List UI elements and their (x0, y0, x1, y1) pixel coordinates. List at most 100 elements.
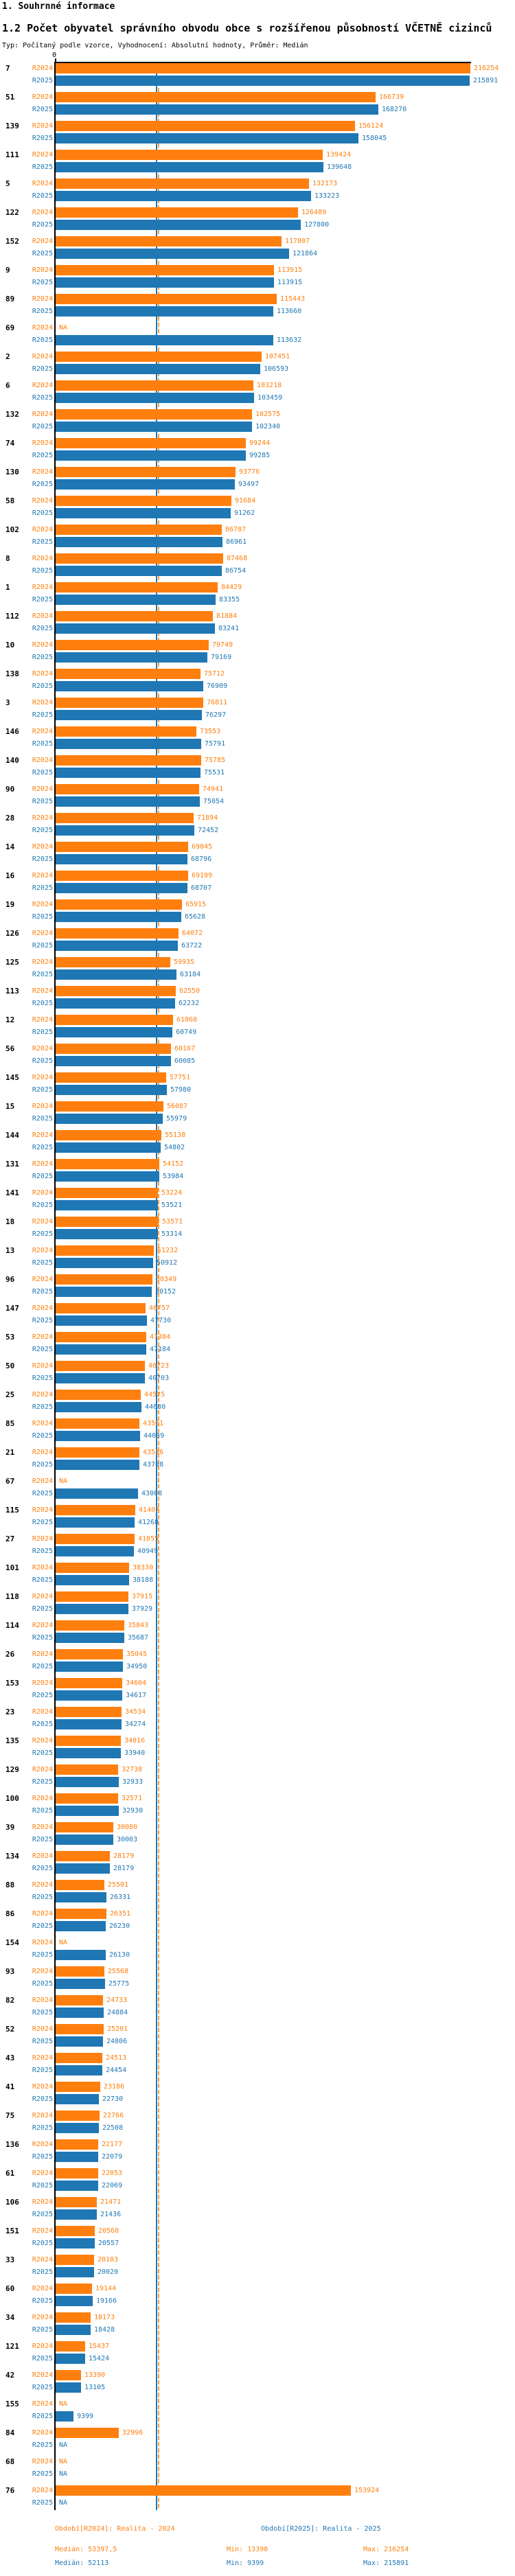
chart-row-group: 6 R2024 103218 R2025 103459 (0, 380, 515, 404)
bar-r2024 (56, 1245, 154, 1256)
chart-row-group: 25 R2024 44525 R2025 44680 (0, 1390, 515, 1413)
bar-r2024 (56, 352, 262, 362)
bar-line-r2024: R2024 20103 (0, 2255, 515, 2265)
bar-line-r2024: R2024 21471 (0, 2197, 515, 2207)
row-id-label: 14 (5, 842, 15, 851)
bar-line-r2025: R2025 26230 (0, 1921, 515, 1931)
bar-line-r2024: R2024 44525 (0, 1390, 515, 1400)
series-label-r2025: R2025 (32, 1778, 53, 1786)
bar-line-r2025: R2025 46703 (0, 1373, 515, 1383)
chart-row-group: 10 R2024 79749 R2025 79169 (0, 640, 515, 663)
row-id-label: 132 (5, 410, 19, 419)
row-id-label: 86 (5, 1909, 15, 1918)
series-label-r2025: R2025 (32, 1173, 53, 1180)
value-label: 93497 (238, 481, 260, 488)
bar-r2025 (56, 2181, 98, 2191)
series-label-r2024: R2024 (32, 1218, 53, 1226)
bar-line-r2025: R2025 75791 (0, 739, 515, 749)
bar-r2024 (56, 755, 201, 766)
bar-line-r2025: R2025 75054 (0, 796, 515, 807)
bar-line-r2025: R2025 60085 (0, 1056, 515, 1066)
chart-row-group: 60 R2024 19144 R2025 19166 (0, 2284, 515, 2307)
series-label-r2024: R2024 (32, 1997, 53, 2004)
bar-line-r2025: R2025 68796 (0, 854, 515, 864)
series-label-r2024: R2024 (32, 1103, 53, 1110)
row-id-label: 67 (5, 1477, 15, 1486)
bar-line-r2024: R2024 22766 (0, 2111, 515, 2121)
bar-r2025 (56, 1806, 119, 1816)
row-id-label: 21 (5, 1448, 15, 1457)
row-id-label: 82 (5, 1996, 15, 2005)
value-label: 24884 (107, 2009, 128, 2016)
bar-r2025 (56, 2238, 95, 2249)
bar-r2025 (56, 422, 252, 432)
bar-line-r2024: R2024 18173 (0, 2312, 515, 2323)
series-label-r2024: R2024 (32, 2371, 53, 2379)
value-label: 72452 (198, 827, 219, 834)
series-label-r2024: R2024 (32, 439, 53, 447)
value-label: 28179 (113, 1852, 135, 1860)
bar-line-r2024: R2024 32996 (0, 2428, 515, 2438)
bar-r2024 (56, 1217, 159, 1227)
bar-line-r2025: R2025 15424 (0, 2354, 515, 2364)
series-label-r2024: R2024 (32, 814, 53, 822)
series-label-r2024: R2024 (32, 872, 53, 879)
bar-r2024 (56, 1880, 104, 1890)
value-label: 20560 (98, 2227, 119, 2235)
chart-row-group: 126 R2024 64072 R2025 63722 (0, 928, 515, 952)
bar-line-r2024: R2024 126489 (0, 207, 515, 218)
row-id-label: 50 (5, 1361, 15, 1370)
series-label-r2025: R2025 (32, 1605, 53, 1613)
bar-r2025 (56, 1142, 161, 1153)
bar-r2025 (56, 1402, 141, 1412)
value-label: 26230 (109, 1922, 130, 1930)
bar-line-r2025: R2025 34950 (0, 1661, 515, 1672)
series-label-r2024: R2024 (32, 65, 53, 72)
chart-row-group: 19 R2024 65915 R2025 65628 (0, 899, 515, 923)
value-label: 53521 (161, 1201, 183, 1209)
series-label-r2024: R2024 (32, 238, 53, 245)
series-label-r2024: R2024 (32, 1045, 53, 1053)
bar-line-r2024: R2024 35843 (0, 1620, 515, 1631)
bar-line-r2025: R2025 24884 (0, 2008, 515, 2018)
series-label-r2025: R2025 (32, 1663, 53, 1670)
value-label: 76297 (205, 711, 227, 719)
bar-r2025 (56, 76, 470, 86)
row-id-label: 5 (5, 179, 10, 188)
value-label: 86754 (225, 567, 247, 575)
chart-row-group: 154 R2024 NA R2025 26130 (0, 1937, 515, 1961)
chart-row-group: 138 R2024 75712 R2025 76909 (0, 669, 515, 692)
row-id-label: 27 (5, 1534, 15, 1543)
bar-r2025 (56, 1287, 152, 1297)
row-id-label: 155 (5, 2400, 19, 2408)
series-label-r2024: R2024 (32, 958, 53, 966)
value-label: 103218 (257, 382, 282, 389)
series-label-r2024: R2024 (32, 930, 53, 937)
bar-r2024 (56, 2168, 98, 2178)
row-id-label: 140 (5, 756, 19, 765)
value-label: 43008 (141, 1490, 163, 1497)
bar-line-r2025: R2025 37929 (0, 1604, 515, 1614)
row-id-label: 146 (5, 727, 19, 736)
value-label: 79169 (211, 654, 232, 661)
bar-r2025 (56, 2354, 85, 2364)
series-label-r2025: R2025 (32, 1951, 53, 1959)
bar-r2024 (56, 1851, 110, 1861)
value-label: 59935 (174, 958, 195, 966)
chart-row-group: 115 R2024 41407 R2025 41268 (0, 1505, 515, 1528)
value-label: 21471 (100, 2198, 122, 2206)
series-label-r2024: R2024 (32, 2285, 53, 2292)
bar-line-r2024: R2024 25201 (0, 2024, 515, 2034)
series-label-r2024: R2024 (32, 2487, 53, 2494)
value-label: 43561 (143, 1420, 164, 1427)
row-id-label: 2 (5, 352, 10, 361)
bar-r2024 (56, 784, 199, 794)
bar-line-r2024: R2024 25568 (0, 1966, 515, 1977)
series-label-r2025: R2025 (32, 1922, 53, 1930)
bar-r2025 (56, 450, 246, 461)
chart-row-group: 28 R2024 71894 R2025 72452 (0, 813, 515, 836)
series-label-r2024: R2024 (32, 987, 53, 995)
value-label: 83241 (218, 625, 240, 632)
series-label-r2024: R2024 (32, 93, 53, 101)
bar-line-r2024: R2024 75785 (0, 755, 515, 766)
